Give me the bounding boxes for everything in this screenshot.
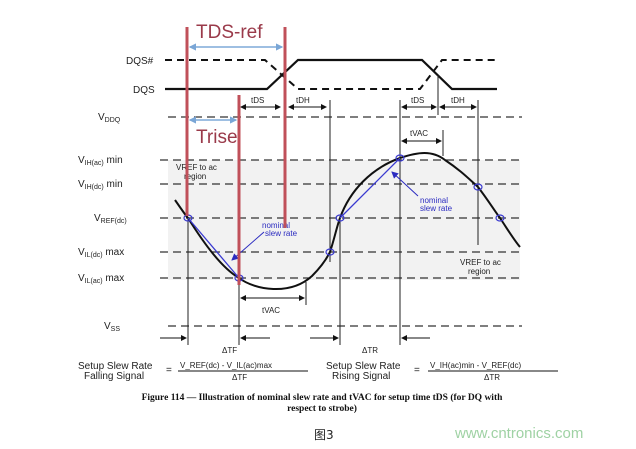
rising-slew-line (339, 157, 401, 219)
tvac-label-bottom: tVAC (262, 306, 280, 315)
level-labels: VDDQ VIH(ac) min VIH(dc) min VREF(dc) VI… (78, 112, 127, 333)
tds-ref-label: TDS-ref (196, 22, 263, 43)
svg-text:Setup Slew Rate: Setup Slew Rate (78, 361, 153, 372)
tvac-label-top: tVAC (410, 129, 428, 138)
rising-formula: Setup Slew Rate Rising Signal = V_IH(ac)… (326, 361, 558, 382)
vref-region-label-right: VREF to ac region (460, 258, 501, 276)
tds-label-right: tDS (411, 96, 424, 105)
figure-caption-line2: respect to strobe) (287, 403, 357, 414)
svg-text:ΔTR: ΔTR (484, 373, 500, 382)
svg-text:Setup Slew Rate: Setup Slew Rate (326, 361, 401, 372)
tds-label-left: tDS (251, 96, 264, 105)
delta-tf-label: ΔTF (222, 346, 237, 355)
level-label: VREF(dc) (94, 213, 127, 225)
nominal-slew-label-left: nominal slew rate (262, 221, 298, 238)
level-label: VIL(ac) max (78, 273, 124, 285)
svg-text:V_REF(dc) - V_IL(ac)max: V_REF(dc) - V_IL(ac)max (180, 361, 272, 370)
level-label: VDDQ (98, 112, 121, 124)
svg-text:Falling Signal: Falling Signal (84, 371, 144, 382)
level-label: VIH(dc) min (78, 179, 123, 191)
dqs-waveform (165, 58, 497, 91)
delta-tr-label: ΔTR (362, 346, 378, 355)
level-label: VSS (104, 321, 120, 333)
level-label: VIL(dc) max (78, 247, 124, 259)
level-lines (160, 116, 522, 327)
svg-text:ΔTF: ΔTF (232, 373, 247, 382)
falling-slew-line (187, 217, 240, 279)
setup-hold-arrows (160, 104, 477, 341)
timing-verticals (187, 75, 479, 345)
dq-waveform (174, 152, 521, 290)
dqs-bar-label: DQS# (126, 56, 154, 67)
falling-formula: Setup Slew Rate Falling Signal = V_REF(d… (78, 361, 308, 382)
svg-text:=: = (414, 365, 420, 376)
tdh-label-left: tDH (296, 96, 310, 105)
svg-text:Rising Signal: Rising Signal (332, 371, 390, 382)
svg-text:V_IH(ac)min - V_REF(dc): V_IH(ac)min - V_REF(dc) (430, 361, 521, 370)
nominal-slew-label-right: nominal slew rate (420, 196, 453, 213)
tdh-label-right: tDH (451, 96, 465, 105)
figure-caption-line1: Figure 114 — Illustration of nominal sle… (142, 392, 504, 403)
trise-label: Trise (196, 127, 238, 148)
red-reference-lines (185, 27, 287, 285)
svg-text:=: = (166, 365, 172, 376)
falling-slew-pointer (231, 231, 265, 261)
dqs-label: DQS (133, 85, 155, 96)
vref-region-label-left: VREF to ac region (176, 163, 217, 181)
dqs-bar-waveform (165, 59, 497, 90)
rising-slew-pointer (391, 171, 419, 197)
watermark: www.cntronics.com (454, 425, 583, 442)
figure-number: 图3 (314, 428, 334, 442)
level-label: VIH(ac) min (78, 155, 123, 167)
